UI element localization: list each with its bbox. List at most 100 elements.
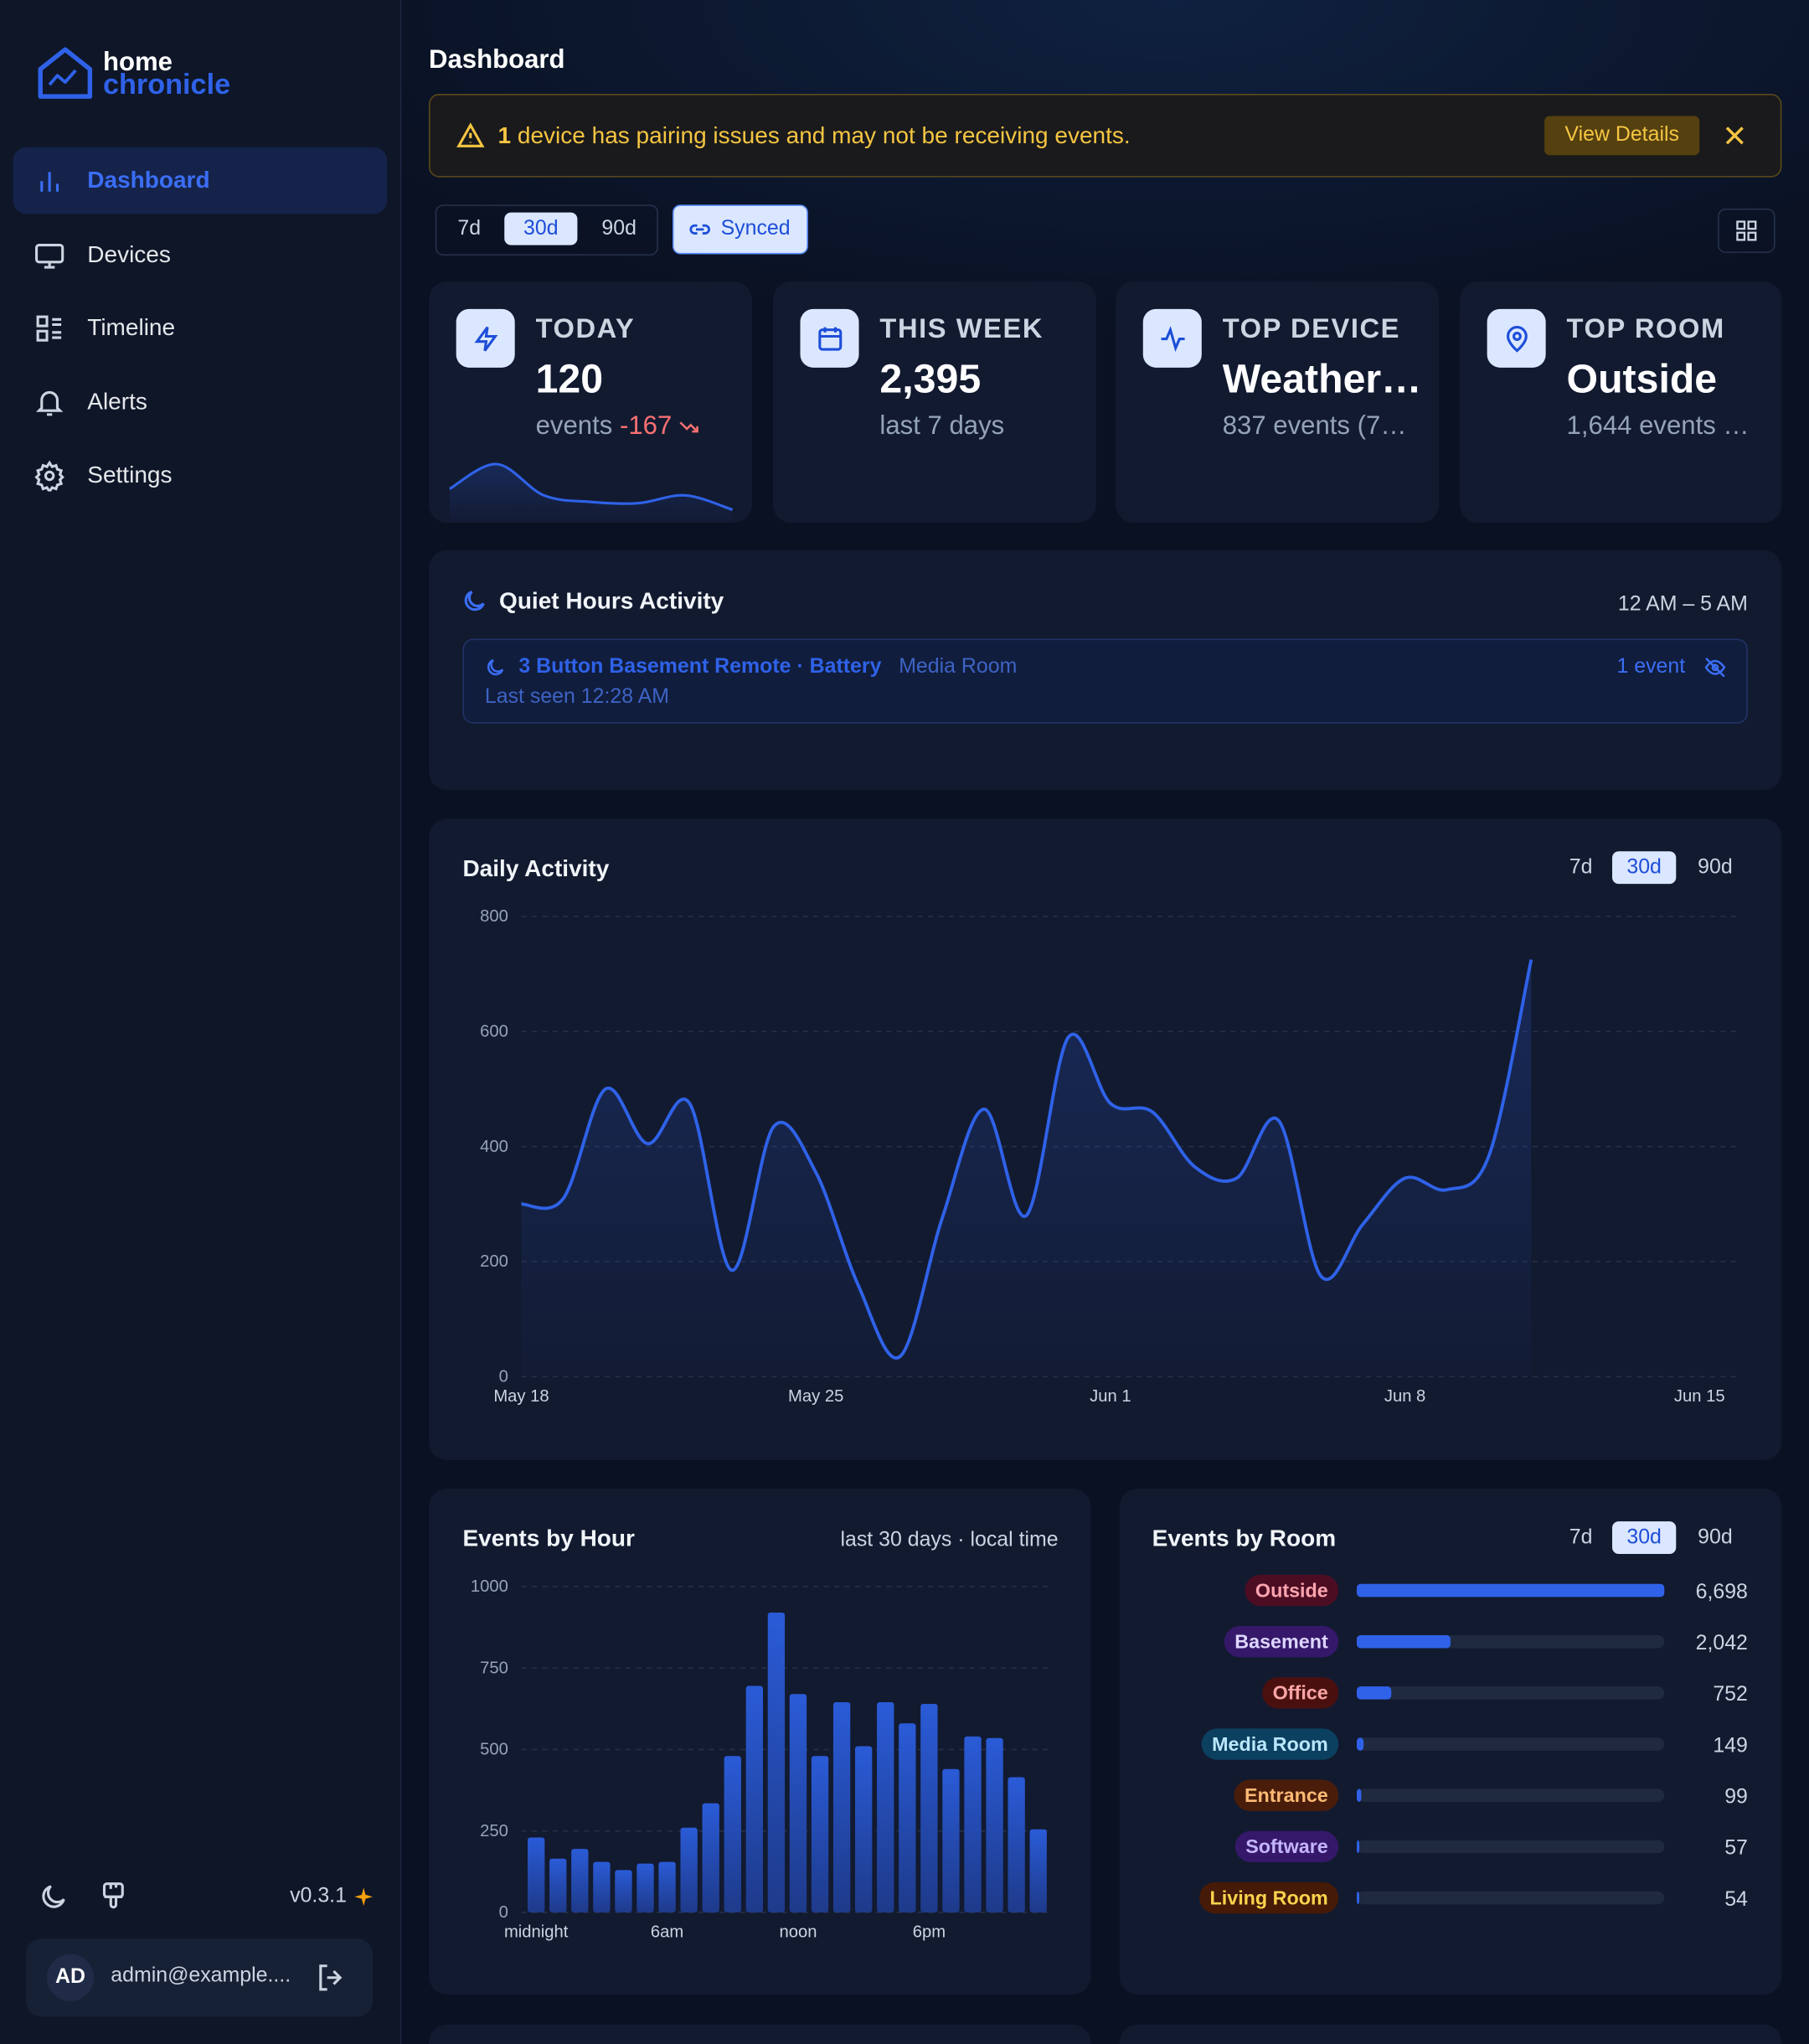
stat-card: THIS WEEK 2,395 last 7 days xyxy=(772,281,1096,524)
card xyxy=(428,2024,1091,2044)
page-title: Dashboard xyxy=(428,45,565,75)
x-tick-label: 6am xyxy=(651,1923,683,1942)
nav-item[interactable]: Alerts xyxy=(13,369,388,435)
x-tick-label: Jun 1 xyxy=(1090,1387,1131,1406)
range-tabs: 7d 30d 90d xyxy=(435,204,658,256)
chart-tab[interactable]: 90d xyxy=(1698,856,1733,879)
trend-icon xyxy=(679,421,698,433)
x-tick-label: noon xyxy=(779,1923,817,1942)
alert-message: device has pairing issues and may not be… xyxy=(517,122,1131,149)
last-seen: Last seen 12:28 AM xyxy=(484,685,670,709)
bar xyxy=(593,1861,611,1912)
chart-title: Daily Activity xyxy=(462,854,610,881)
room-label: Office xyxy=(1273,1682,1328,1704)
nav-label: Settings xyxy=(87,461,173,488)
bar xyxy=(1357,1634,1451,1649)
close-button[interactable] xyxy=(1724,125,1745,146)
bar-track xyxy=(1357,1737,1665,1751)
stat-icon xyxy=(1142,308,1202,368)
room-label: Entrance xyxy=(1245,1784,1328,1806)
stat-value: 120 xyxy=(535,355,604,402)
room-label: Basement xyxy=(1234,1631,1328,1653)
nav-item[interactable]: Dashboard xyxy=(13,147,388,214)
bar xyxy=(920,1703,938,1912)
stat-icon xyxy=(800,308,859,368)
room-pill xyxy=(1224,1626,1339,1658)
logo-text: chronicle xyxy=(102,67,231,101)
theme-brush[interactable] xyxy=(99,1881,127,1912)
value-label: 54 xyxy=(1724,1887,1748,1911)
y-tick-label: 600 xyxy=(480,1023,508,1041)
y-tick-label: 400 xyxy=(480,1138,508,1156)
quiet-item[interactable]: 3 Button Basement Remote · Battery Media… xyxy=(462,638,1748,724)
nav-item[interactable]: Settings xyxy=(13,442,388,508)
stat-label: TODAY xyxy=(535,314,636,344)
stat-card: TOP DEVICE Weather… 837 events (7… xyxy=(1116,281,1440,524)
version: v0.3.1 xyxy=(290,1885,347,1907)
bar xyxy=(680,1827,698,1912)
value-label: 57 xyxy=(1724,1836,1748,1860)
bar xyxy=(658,1861,676,1912)
bar-track xyxy=(1357,1891,1665,1905)
room-pill xyxy=(1199,1881,1339,1914)
nav-item[interactable]: Devices xyxy=(13,222,388,288)
bar xyxy=(855,1746,873,1912)
value-label: 2,042 xyxy=(1696,1631,1748,1654)
device-room: Media Room xyxy=(899,655,1018,679)
stat-delta: -167 xyxy=(619,411,673,441)
chart-tab[interactable]: 30d xyxy=(1612,851,1677,885)
synced-button[interactable]: Synced xyxy=(672,204,808,255)
chart-tab[interactable]: 90d xyxy=(1698,1526,1733,1549)
range-tab[interactable]: 7d xyxy=(457,217,482,240)
room-pill xyxy=(1234,1830,1339,1863)
y-tick-label: 800 xyxy=(480,907,508,926)
logout-icon[interactable] xyxy=(316,1962,347,1993)
room-pill xyxy=(1262,1677,1339,1709)
bar xyxy=(745,1685,764,1912)
range-tab[interactable]: 90d xyxy=(601,217,636,240)
x-tick-label: midnight xyxy=(504,1923,569,1942)
bar xyxy=(1029,1829,1047,1912)
theme-toggle[interactable] xyxy=(38,1881,69,1912)
card xyxy=(1119,2024,1782,2044)
y-tick-label: 0 xyxy=(499,1903,508,1922)
layout-button[interactable] xyxy=(1718,208,1776,253)
alert-text: 1 device has pairing issues and may not … xyxy=(497,122,1130,150)
stat-sub-text: events xyxy=(535,411,613,441)
bar xyxy=(964,1736,982,1912)
x-tick-label: May 25 xyxy=(788,1387,843,1406)
stat-icon xyxy=(1487,308,1546,368)
bar-track xyxy=(1357,1686,1665,1700)
bar xyxy=(986,1737,1003,1912)
user-email: admin@example.... xyxy=(111,1964,291,1987)
bar xyxy=(724,1756,741,1912)
quiet-range: 12 AM – 5 AM xyxy=(1617,593,1748,616)
bar xyxy=(636,1863,654,1912)
chart-tab[interactable]: 7d xyxy=(1569,856,1593,879)
bar-track xyxy=(1357,1788,1665,1802)
range-tab[interactable]: 30d xyxy=(504,212,578,245)
nav-label: Dashboard xyxy=(87,167,210,194)
nav-item[interactable]: Timeline xyxy=(13,295,388,361)
view-details-button[interactable]: View Details xyxy=(1544,116,1700,156)
sparkline-area xyxy=(449,463,733,522)
quiet-device: 3 Button Basement Remote · Battery Media… xyxy=(518,656,1017,679)
quiet-hours-card: Quiet Hours Activity 12 AM – 5 AM 3 Butt… xyxy=(428,550,1782,791)
nav-label: Timeline xyxy=(87,314,176,341)
bar xyxy=(1357,1891,1359,1905)
room-pill xyxy=(1201,1728,1339,1760)
chart-tab[interactable]: 30d xyxy=(1612,1521,1677,1554)
alert-count: 1 xyxy=(497,122,512,149)
stat-sub: 1,644 events … xyxy=(1566,411,1750,441)
device-name: 3 Button Basement Remote · Battery xyxy=(518,655,882,679)
alert-banner: 1 device has pairing issues and may not … xyxy=(428,94,1782,178)
user-box[interactable]: AD admin@example.... xyxy=(26,1938,374,2017)
value-label: 149 xyxy=(1713,1733,1748,1757)
bar xyxy=(1357,1788,1362,1802)
chart-tab[interactable]: 7d xyxy=(1569,1526,1593,1549)
line-area xyxy=(521,959,1532,1377)
bar xyxy=(1357,1737,1364,1751)
stat-sub: last 7 days xyxy=(879,411,1005,441)
